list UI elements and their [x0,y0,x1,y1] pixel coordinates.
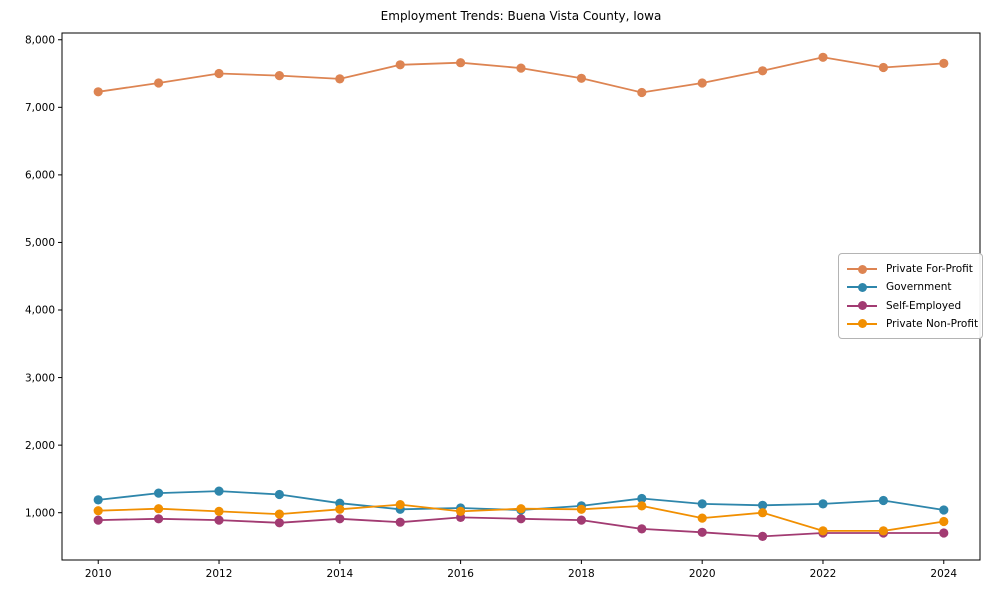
legend-label: Government [886,281,952,294]
data-point-marker [93,495,103,505]
data-point-marker [214,515,224,525]
data-point-marker [516,504,526,514]
y-tick-label: 5,000 [25,237,55,249]
x-tick-label: 2010 [85,568,112,580]
legend-item-private-non-profit: Private Non-Profit [847,315,978,333]
data-point-marker [637,501,647,511]
x-tick-label: 2024 [930,568,957,580]
legend-label: Private For-Profit [886,263,973,275]
data-point-marker [939,528,949,538]
data-point-marker [214,68,224,79]
x-tick-label: 2020 [689,568,716,580]
data-point-marker [939,516,949,527]
line-marker-icon [847,301,877,311]
data-point-marker [335,504,345,514]
series-line [98,56,944,94]
x-tick-label: 2022 [810,568,837,580]
y-tick-label: 3,000 [25,372,55,384]
data-point-marker [637,493,647,504]
data-point-marker [758,508,768,518]
data-point-marker [576,515,587,525]
legend: Private For-Profit Government Self-Emplo… [838,253,983,339]
data-point-marker [576,504,587,514]
data-point-marker [697,527,707,537]
data-point-marker [697,78,707,88]
legend-item-self-employed: Self-Employed [847,297,974,315]
data-point-marker [878,495,889,506]
x-tick-label: 2014 [326,568,353,580]
data-point-marker [939,58,949,68]
data-point-marker [878,62,889,73]
data-point-marker [395,500,405,510]
data-point-marker [93,87,103,97]
y-tick-label: 6,000 [25,170,55,182]
data-point-marker [154,78,164,88]
data-point-marker [818,52,828,62]
data-point-marker [274,71,284,81]
data-point-marker [335,74,345,84]
y-tick-label: 8,000 [25,34,55,46]
data-point-marker [516,514,526,524]
data-point-marker [274,509,284,519]
data-point-marker [93,506,103,516]
legend-item-government: Government [847,278,974,296]
data-point-marker [516,63,526,73]
x-tick-label: 2018 [568,568,595,580]
data-point-marker [637,87,647,98]
data-point-marker [697,499,707,509]
data-point-marker [395,60,405,70]
data-point-marker [154,504,164,514]
legend-label: Private Non-Profit [886,317,979,330]
data-point-marker [697,513,707,523]
legend-label: Self-Employed [886,299,962,312]
data-point-marker [456,58,466,68]
data-point-marker [154,488,164,498]
line-marker-icon [847,319,877,329]
data-point-marker [939,505,949,515]
y-tick-label: 7,000 [25,102,55,114]
data-point-marker [93,515,103,525]
data-point-marker [576,73,587,83]
x-tick-label: 2012 [206,568,233,580]
data-point-marker [878,526,889,536]
data-point-marker [818,499,828,509]
y-tick-label: 1,000 [25,507,55,519]
data-point-marker [456,506,466,516]
data-point-marker [154,514,164,524]
line-marker-icon [847,282,877,292]
data-point-marker [818,526,828,536]
x-tick-label: 2016 [447,568,474,580]
chart-title: Employment Trends: Buena Vista County, I… [380,9,662,23]
data-point-marker [758,66,768,76]
data-point-marker [758,531,768,542]
legend-item-private-for-profit: Private For-Profit [847,260,974,278]
data-point-marker [214,486,224,496]
data-point-marker [214,506,224,516]
y-tick-label: 2,000 [25,440,55,452]
data-point-marker [395,517,405,527]
data-point-marker [335,514,345,524]
y-tick-label: 4,000 [25,305,55,317]
data-point-marker [758,500,768,510]
data-point-marker [274,518,284,528]
line-marker-icon [847,264,877,274]
data-point-marker [637,524,647,534]
data-point-marker [274,489,284,500]
